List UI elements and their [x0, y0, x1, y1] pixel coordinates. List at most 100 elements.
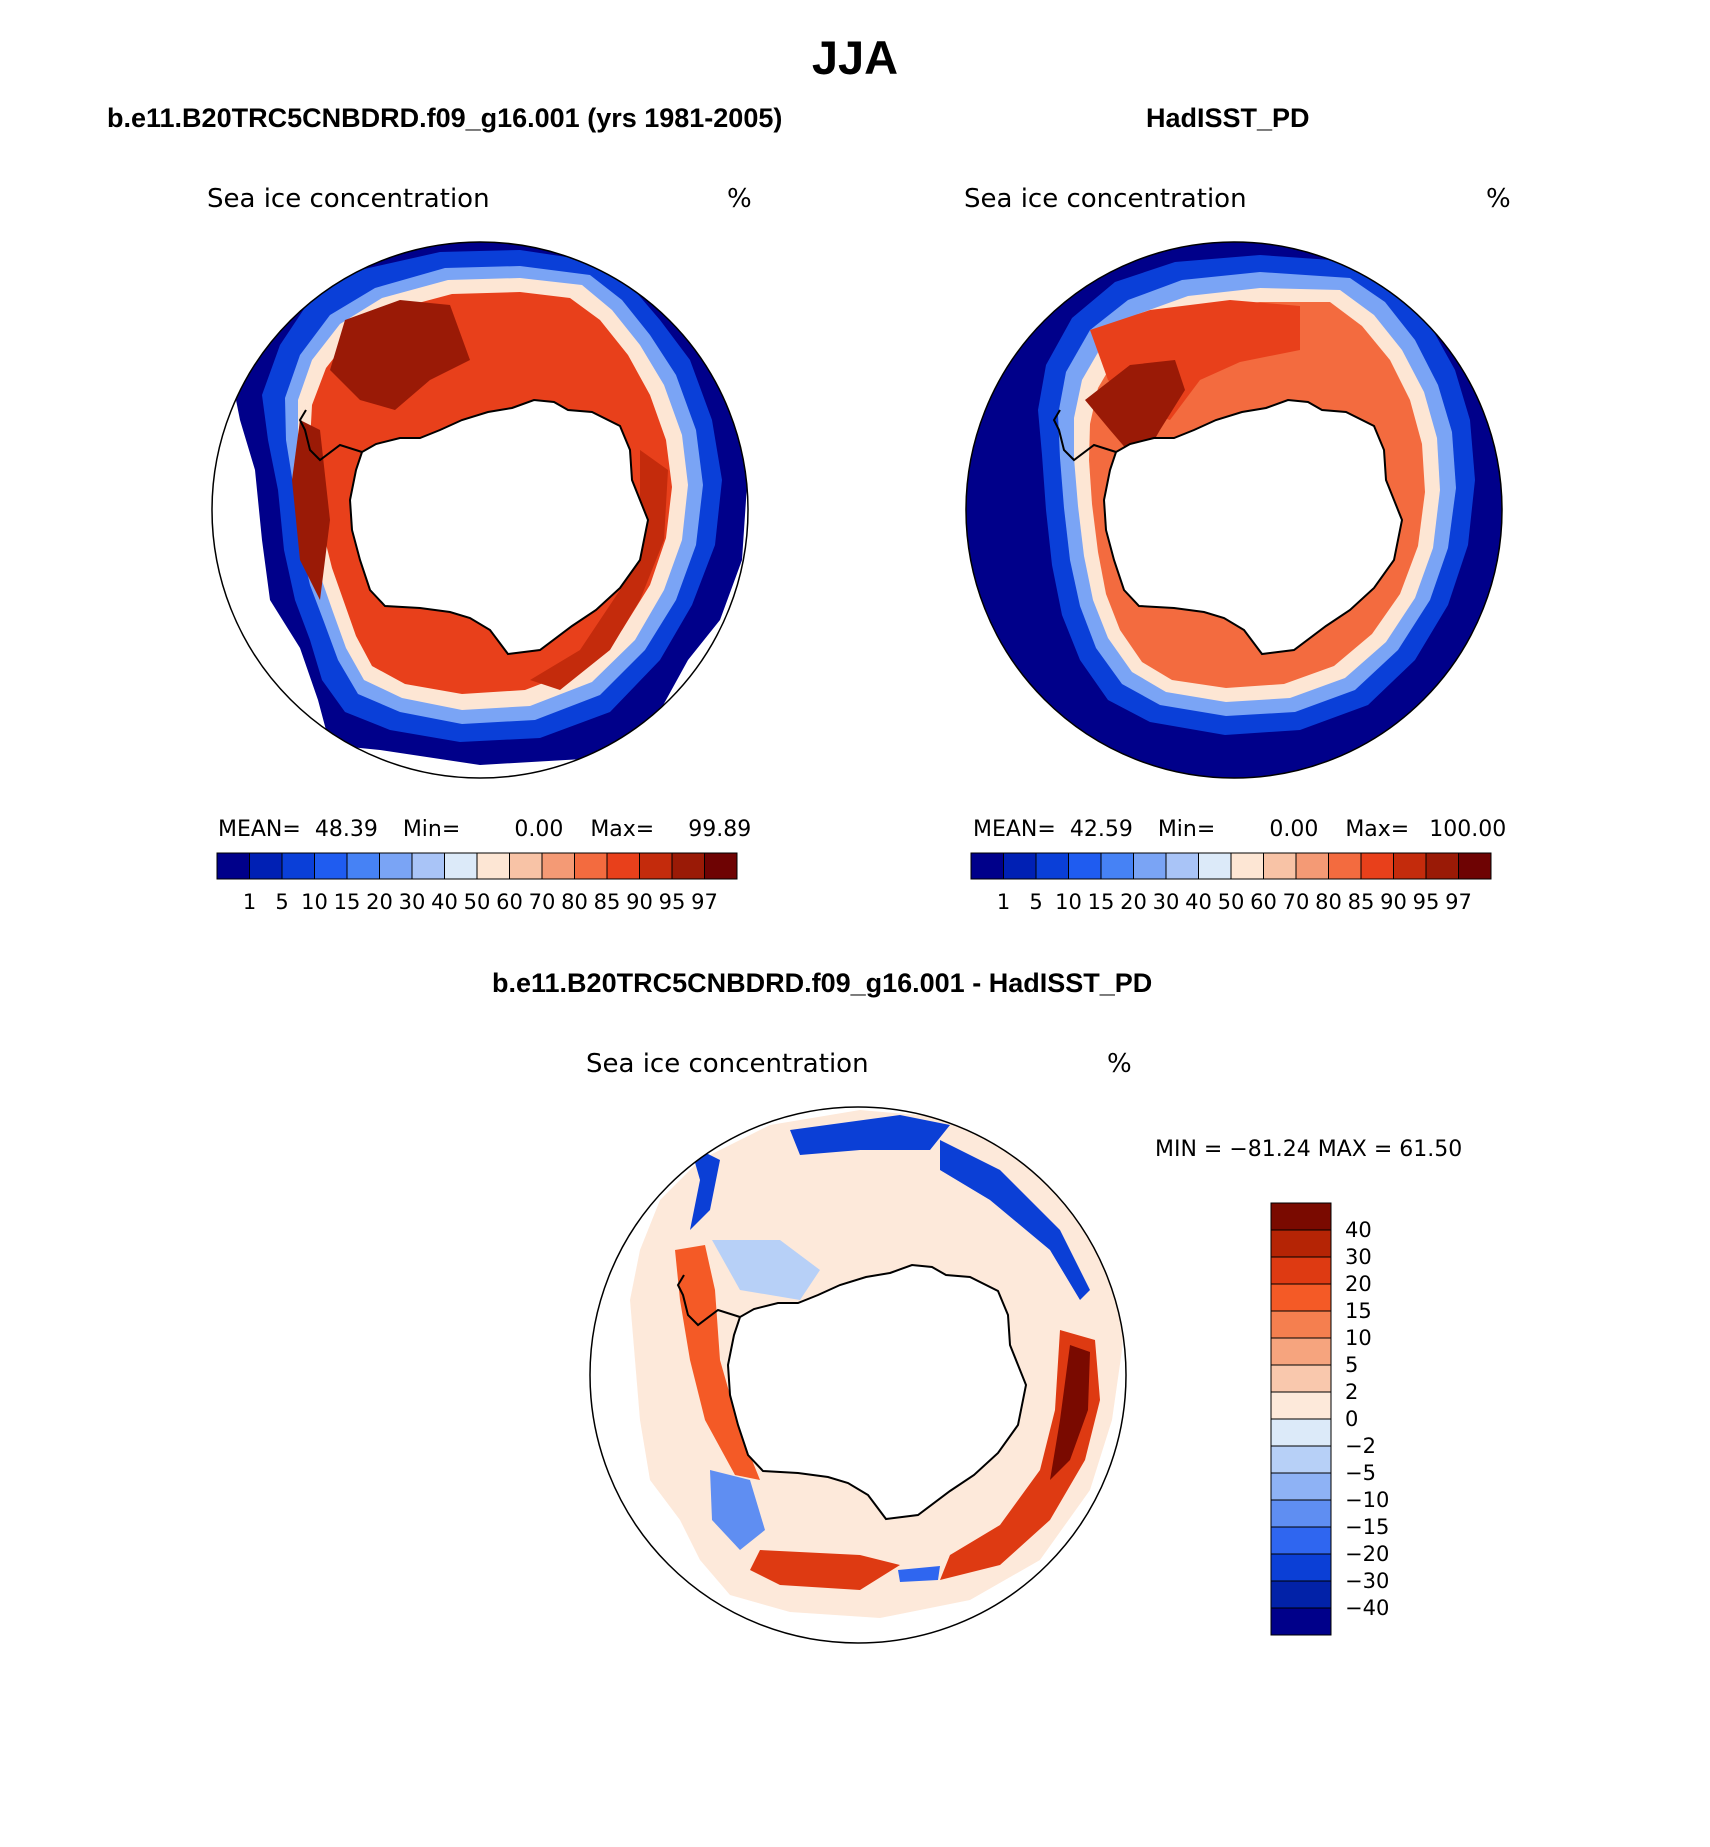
colorbar-box [281, 852, 315, 880]
colorbar-box [1270, 1499, 1332, 1528]
colorbar-tick-label: 5 [1345, 1353, 1358, 1377]
mean-label: MEAN= [973, 817, 1056, 842]
colorbar-tick-label: 1 [997, 890, 1010, 914]
colorbar-box [1270, 1391, 1332, 1420]
colorbar-box [476, 852, 510, 880]
max-value: 100.00 [1429, 817, 1507, 842]
max-label: Max= [1345, 817, 1410, 842]
max-label: Max= [590, 817, 655, 842]
colorbar-box [1270, 1607, 1332, 1636]
colorbar-tick-label: −10 [1345, 1488, 1389, 1512]
colorbar-box [1270, 1445, 1332, 1474]
colorbar-tick-label: 80 [561, 890, 588, 914]
colorbar-box [1165, 852, 1199, 880]
colorbar-tick-label: 10 [1055, 890, 1082, 914]
colorbar-tick-label: 50 [1218, 890, 1245, 914]
colorbar-tick-label: 95 [1413, 890, 1440, 914]
colorbar-tick-label: 2 [1345, 1380, 1358, 1404]
variable-label-obs: Sea ice concentration [964, 184, 1247, 214]
colorbar-box [1270, 1310, 1332, 1339]
colorbar-box [1100, 852, 1134, 880]
colorbar-box [1425, 852, 1459, 880]
panel-title-model: b.e11.B20TRC5CNBDRD.f09_g16.001 (yrs 198… [107, 103, 783, 133]
colorbar-tick-label: 60 [496, 890, 523, 914]
colorbar-tick-label: 85 [594, 890, 621, 914]
colorbar-box [970, 852, 1004, 880]
colorbar-box [1003, 852, 1037, 880]
colorbar-box [1270, 1202, 1332, 1231]
minmax-diff: MIN = −81.24 MAX = 61.50 [1155, 1137, 1463, 1162]
colorbar-box [1458, 852, 1492, 880]
colorbar-tick-label: 40 [431, 890, 458, 914]
colorbar-box [509, 852, 543, 880]
map-border-obs [965, 241, 1503, 779]
map-obs [966, 242, 1502, 778]
colorbar-tick-label: 10 [301, 890, 328, 914]
colorbar-box [1270, 1472, 1332, 1501]
colorbar-tick-label: 15 [1345, 1299, 1372, 1323]
colorbar-tick-label: 97 [691, 890, 718, 914]
colorbar-box [1270, 1364, 1332, 1393]
colorbar-tick-label: 20 [366, 890, 393, 914]
colorbar-tick-label: 10 [1345, 1326, 1372, 1350]
colorbar-box [1328, 852, 1362, 880]
map-border-model [211, 241, 749, 779]
colorbar-box [1035, 852, 1069, 880]
colorbar-tick-label: 30 [399, 890, 426, 914]
panel-title-diff: b.e11.B20TRC5CNBDRD.f09_g16.001 - HadISS… [492, 968, 1153, 998]
colorbar-tick-label: −15 [1345, 1515, 1389, 1539]
colorbar-box [1360, 852, 1394, 880]
colorbar-obs: 1 5 10 15 20 30 40 50 60 70 80 85 90 95 97 [970, 852, 1492, 914]
colorbar-box [444, 852, 478, 880]
colorbar-tick-label: 30 [1153, 890, 1180, 914]
colorbar-tick-label: 50 [464, 890, 491, 914]
colorbar-tick-label: 0 [1345, 1407, 1358, 1431]
colorbar-model: 1 5 10 15 20 30 40 50 60 70 80 85 90 95 97 [216, 852, 738, 914]
colorbar-tick-label: 30 [1345, 1245, 1372, 1269]
colorbar-box [1295, 852, 1329, 880]
colorbar-tick-label: 60 [1250, 890, 1277, 914]
colorbar-box [1270, 1580, 1332, 1609]
colorbar-tick-label: −30 [1345, 1569, 1389, 1593]
colorbar-box [1198, 852, 1232, 880]
colorbar-tick-label: 15 [334, 890, 361, 914]
figure-title: JJA [811, 31, 899, 84]
colorbar-box [606, 852, 640, 880]
map-border-diff [589, 1106, 1127, 1644]
colorbar-box [346, 852, 380, 880]
stats-obs: MEAN= 42.59 Min= 0.00 Max= 100.00 [973, 817, 1506, 842]
colorbar-tick-label: 70 [1283, 890, 1310, 914]
colorbar-tick-label: 80 [1315, 890, 1342, 914]
colorbar-tick-label: 40 [1345, 1218, 1372, 1242]
colorbar-box [1270, 1229, 1332, 1258]
units-label-obs: % [1486, 184, 1511, 214]
colorbar-box [216, 852, 250, 880]
colorbar-box [411, 852, 445, 880]
colorbar-box [541, 852, 575, 880]
colorbar-box [671, 852, 705, 880]
colorbar-box [314, 852, 348, 880]
colorbar-box [1068, 852, 1102, 880]
mean-label: MEAN= [218, 817, 301, 842]
colorbar-tick-label: 90 [626, 890, 653, 914]
colorbar-box [379, 852, 413, 880]
colorbar-tick-label: 20 [1120, 890, 1147, 914]
variable-label-model: Sea ice concentration [207, 184, 490, 214]
min-label: Min= [1157, 817, 1216, 842]
colorbar-tick-label: 1 [243, 890, 256, 914]
stats-model: MEAN= 48.39 Min= 0.00 Max= 99.89 [218, 817, 751, 842]
min-label: Min= [402, 817, 461, 842]
colorbar-tick-label: 95 [659, 890, 686, 914]
colorbar-tick-label: −2 [1345, 1434, 1376, 1458]
colorbar-tick-label: 97 [1445, 890, 1472, 914]
colorbar-box [1270, 1337, 1332, 1366]
map-diff [590, 1107, 1126, 1643]
colorbar-box [704, 852, 738, 880]
colorbar-tick-label: 40 [1185, 890, 1212, 914]
panel-title-obs: HadISST_PD [1146, 103, 1310, 133]
map-model [212, 242, 748, 778]
colorbar-tick-label: 70 [529, 890, 556, 914]
colorbar-box [1230, 852, 1264, 880]
colorbar-tick-label: −5 [1345, 1461, 1376, 1485]
